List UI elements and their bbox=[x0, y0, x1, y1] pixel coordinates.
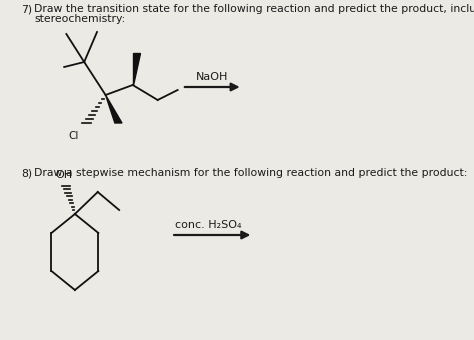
Text: Draw the transition state for the following reaction and predict the product, in: Draw the transition state for the follow… bbox=[34, 4, 474, 14]
Text: OH: OH bbox=[55, 170, 72, 180]
Text: conc. H₂SO₄: conc. H₂SO₄ bbox=[175, 220, 242, 230]
Polygon shape bbox=[133, 53, 140, 85]
Text: NaOH: NaOH bbox=[196, 72, 228, 82]
Text: 7): 7) bbox=[21, 4, 33, 14]
Polygon shape bbox=[106, 95, 122, 123]
Text: stereochemistry:: stereochemistry: bbox=[34, 14, 126, 24]
Text: 8): 8) bbox=[21, 168, 33, 178]
Text: Draw a stepwise mechanism for the following reaction and predict the product:: Draw a stepwise mechanism for the follow… bbox=[34, 168, 468, 178]
Text: Cl: Cl bbox=[68, 131, 79, 141]
